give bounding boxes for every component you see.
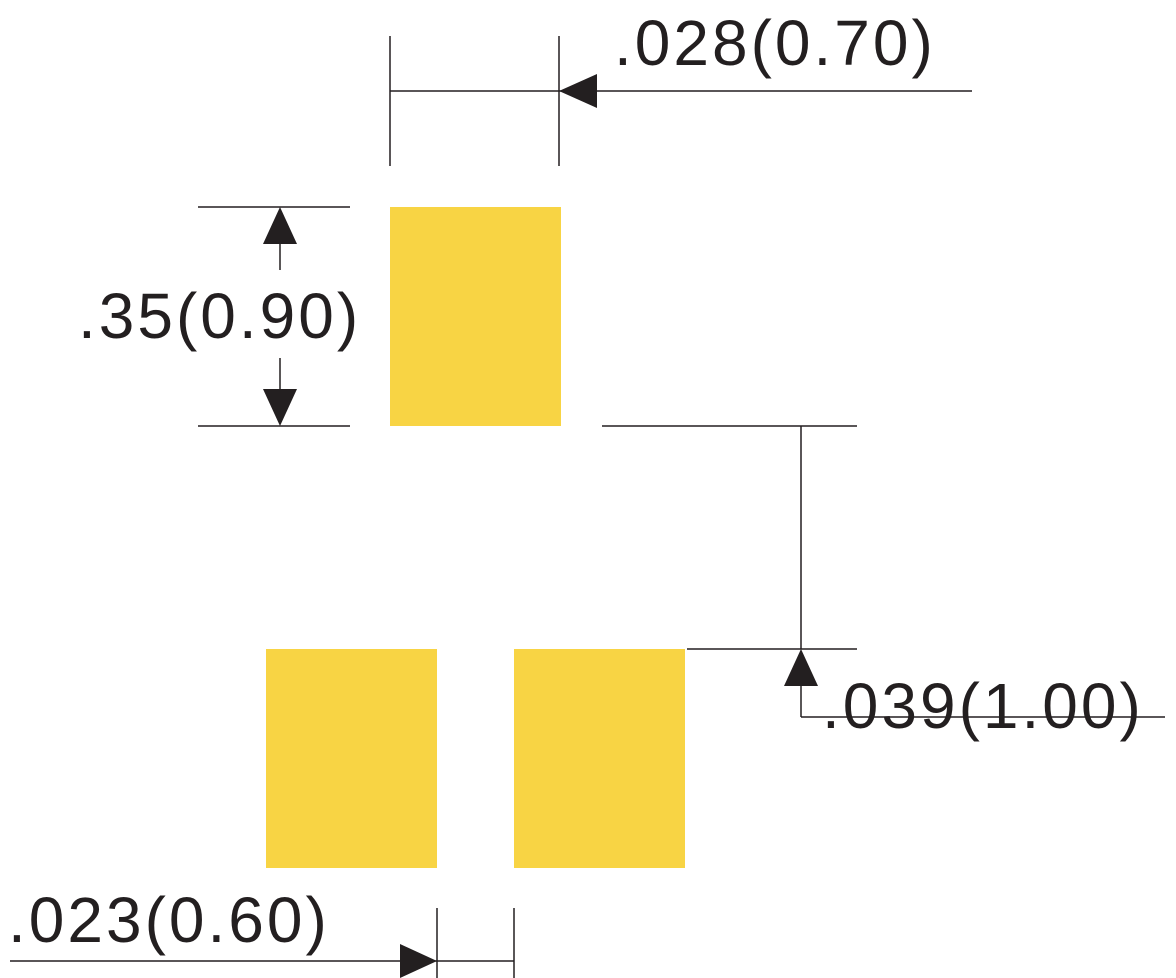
- arrowhead: [263, 207, 297, 244]
- bottom-right-pad: [514, 649, 685, 868]
- arrowhead: [784, 649, 818, 686]
- pad-gap-label: .023(0.60): [8, 884, 330, 956]
- pad-height-dimension: [198, 206, 350, 427]
- pad-width-dimension: [389, 36, 972, 166]
- arrowhead: [400, 944, 437, 978]
- arrowhead: [559, 74, 597, 108]
- bottom-left-pad: [266, 649, 437, 868]
- arrowhead: [263, 389, 297, 426]
- row-spacing-label: .039(1.00): [822, 670, 1144, 742]
- pad-height-label: .35(0.90): [78, 280, 361, 352]
- row-spacing-dimension: [602, 425, 1165, 718]
- pad-width-label: .028(0.70): [614, 7, 936, 79]
- top-pad: [390, 207, 561, 426]
